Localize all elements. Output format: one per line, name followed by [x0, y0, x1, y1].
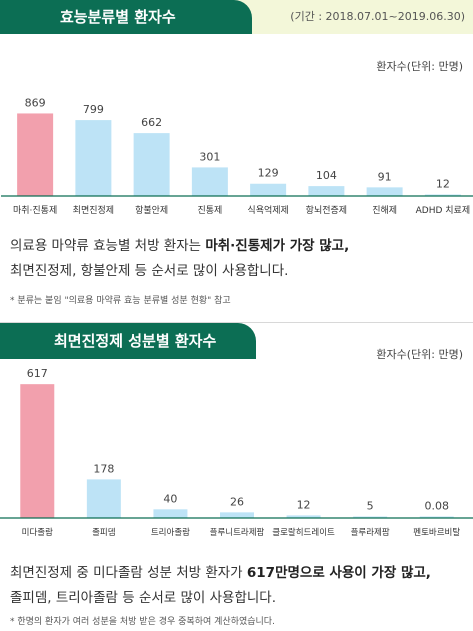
chart1-bar-7 [424, 194, 461, 196]
chart1-summary: 의료용 마약류 효능별 처방 환자는 마취·진통제가 가장 많고, 최면진정제,… [10, 234, 349, 284]
chart2-bar-2 [153, 509, 188, 518]
section1-header: 효능분류별 환자수 (기간 : 2018.07.01~2019.06.30) [0, 0, 473, 34]
chart2-category-label-1: 졸피뎀 [92, 527, 115, 538]
chart2-value-label-3: 26 [230, 495, 244, 508]
chart1-category-label-6: 진해제 [372, 205, 397, 216]
chart2-bar-1 [86, 479, 121, 518]
chart2-unit-label: 환자수(단위: 만명) [376, 348, 463, 361]
chart1-bar-4 [250, 183, 287, 196]
chart1-title: 효능분류별 환자수 [0, 0, 252, 34]
chart1-bar-1 [75, 120, 112, 196]
chart2-value-label-6: 0.08 [424, 500, 449, 513]
chart1-value-label-4: 129 [258, 167, 279, 180]
chart2-category-label-6: 펜토바르비탈 [413, 527, 460, 538]
chart1-summary-line2: 최면진정제, 항불안제 등 순서로 많이 사용합니다. [10, 263, 289, 279]
section2-header: 최면진정제 성분별 환자수 [0, 322, 473, 359]
chart1-category-label-7: ADHD 치료제 [416, 204, 471, 216]
chart2-value-label-4: 12 [297, 498, 311, 511]
chart1-category-label-2: 항불안제 [135, 205, 168, 216]
chart2-value-label-5: 5 [367, 500, 374, 513]
chart1-value-label-5: 104 [316, 169, 337, 182]
chart1-value-label-0: 869 [25, 96, 46, 109]
chart1-value-label-1: 799 [83, 103, 104, 116]
chart1-bar-6 [366, 187, 403, 196]
chart2-bar-4 [286, 515, 321, 518]
chart1-category-label-4: 식욕억제제 [247, 204, 288, 216]
chart1-bar-5 [308, 186, 345, 196]
chart1-bar-0 [17, 113, 54, 196]
chart1-value-label-6: 91 [378, 170, 392, 183]
chart1-bar-3 [191, 167, 228, 196]
chart1-period: (기간 : 2018.07.01~2019.06.30) [290, 10, 465, 23]
chart1-summary-line1-bold: 마취·진통제가 가장 많고, [205, 238, 350, 254]
chart2-summary-line1-bold: 617만명으로 사용이 가장 많고, [246, 565, 431, 581]
chart2-category-label-5: 플루라제팜 [351, 527, 390, 538]
chart2-bar-3 [220, 512, 254, 518]
chart1-note: * 분류는 붙임 "의료용 마약류 효능 분류별 성분 현황" 참고 [10, 296, 231, 306]
chart2-note: * 한명의 환자가 여러 성분을 처방 받은 경우 중복하여 계산하였습니다. [10, 617, 275, 627]
chart2-category-label-0: 미다졸람 [22, 528, 53, 538]
chart1-category-label-0: 마취·진통제 [13, 205, 57, 216]
chart1-summary-line1-pre: 의료용 마약류 효능별 처방 환자는 [10, 238, 206, 254]
chart2-summary-line1-pre: 최면진정제 중 미다졸람 성분 처방 환자가 [10, 565, 247, 581]
chart2-summary-line2: 졸피뎀, 트리아졸람 등 순서로 많이 사용합니다. [10, 590, 277, 606]
chart2-title: 최면진정제 성분별 환자수 [0, 323, 256, 359]
chart1-value-label-2: 662 [141, 116, 162, 129]
chart1-svg: 869 마취·진통제 799 최면진정제 662 항불안제 301 진통제 129 식욕억제제 10… [1, 96, 473, 216]
chart1-category-label-3: 진통제 [197, 205, 222, 216]
chart1-value-label-7: 12 [436, 178, 450, 191]
chart2-svg: 617 미다졸람 178 졸피뎀 40 트리아졸람 26 플루니트라제팜 12 클로랄히드레이트 5… [0, 367, 473, 538]
chart2-bar-5 [353, 516, 388, 518]
chart2-value-label-0: 617 [27, 367, 48, 380]
chart2-bar-0 [20, 384, 55, 518]
chart1-bar-2 [133, 133, 170, 196]
chart2-value-label-1: 178 [93, 462, 114, 475]
chart1-value-label-3: 301 [199, 150, 220, 163]
chart2-value-label-2: 40 [163, 492, 177, 505]
chart2-category-label-4: 클로랄히드레이트 [272, 527, 335, 538]
chart1-unit-label: 환자수(단위: 만명) [376, 60, 463, 73]
chart2-bar-6 [419, 516, 454, 518]
chart1-category-label-5: 항뇌전증제 [306, 205, 347, 216]
chart1-category-label-1: 최면진정제 [73, 205, 114, 216]
chart2-category-label-2: 트리아졸람 [151, 527, 190, 538]
chart2-summary: 최면진정제 중 미다졸람 성분 처방 환자가 617만명으로 사용이 가장 많고… [10, 561, 431, 611]
chart2-category-label-3: 플루니트라제팜 [210, 527, 265, 538]
